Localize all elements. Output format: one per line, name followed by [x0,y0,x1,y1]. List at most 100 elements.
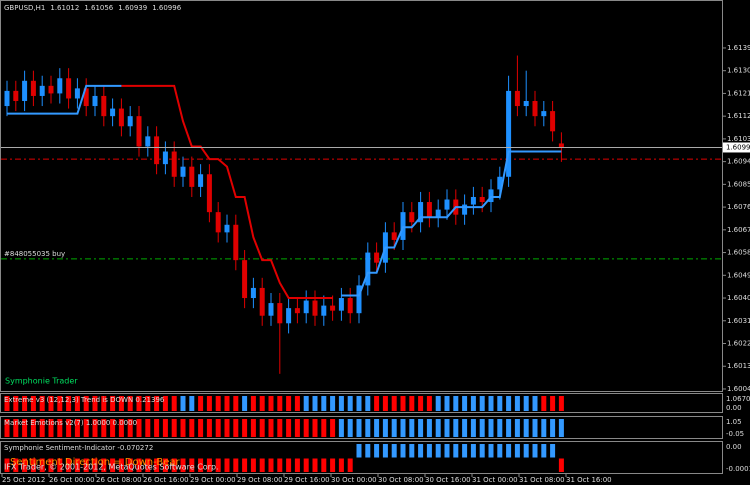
indicator-bar [488,444,494,458]
indicator-bar [523,419,529,437]
indicator-bar [400,444,406,458]
indicator-bar [189,396,195,411]
indicator-bar [110,419,116,437]
indicator-bar [277,396,283,411]
indicator-bar [198,419,204,437]
indicator-bar [215,396,221,411]
indicator-bar [4,396,10,411]
panel-axis-label: 1.06708 [726,395,750,403]
indicator-bar [558,419,564,437]
panel-title: Market Emotions v2(7) 1.0000 0.0000 [4,419,137,427]
candle-body [532,101,538,117]
indicator-bar [321,396,327,411]
indicator-bar [382,396,388,411]
indicator-bar [409,444,415,458]
candle-body [83,88,89,107]
indicator-bar [435,396,441,411]
indicator-bar [145,396,151,411]
y-tick-label: 1.60310 [727,317,750,325]
indicator-bar [39,419,45,437]
indicator-bar [22,419,28,437]
indicator-bar [356,444,362,458]
indicator-bar [400,396,406,411]
candle-body [13,90,19,101]
indicator-bar [286,458,292,472]
indicator-bar [391,444,397,458]
indicator-bar [48,458,54,472]
indicator-bar [435,419,441,437]
candle-body [312,300,318,316]
candle-body [514,90,520,107]
indicator-bar [558,458,564,472]
indicator-bar [330,458,336,472]
indicator-bar [374,419,380,437]
indicator-bar [39,396,45,411]
indicator-bar [479,444,485,458]
header-value: GBPUSD,H1 [4,4,45,12]
indicator-bar [259,458,265,472]
candle-body [479,196,485,203]
trend-line [7,84,562,297]
indicator-bar [418,444,424,458]
candle-body [356,285,362,314]
candle-body [189,166,195,187]
candle-body [365,252,371,286]
indicator-bar [550,396,556,411]
indicator-bar [171,458,177,472]
candle-body [338,298,344,311]
candle-body [171,151,177,177]
panel-axis-label: 1.05 [726,418,742,426]
indicator-bar [206,396,212,411]
indicator-bar [506,444,512,458]
indicator-bar [294,458,300,472]
indicator-bar [233,419,239,437]
indicator-bar [268,419,274,437]
candle-body [497,176,503,190]
indicator-bar [479,396,485,411]
indicator-bar [356,396,362,411]
indicator-bar [400,419,406,437]
indicator-bar [22,396,28,411]
indicator-bar [145,419,151,437]
indicator-bar [277,458,283,472]
candle-body [558,143,564,148]
annotation: IFX Trader, © 2001-2012, MetaQuotes Soft… [4,463,219,472]
indicator-bar [206,419,212,437]
indicator-bar [462,396,468,411]
y-tick-label: 1.61030 [727,135,750,143]
x-tick-label: 29 Oct 00:00 [190,476,236,484]
indicator-bar [224,458,230,472]
trend-line [121,84,333,300]
indicator-bar [409,419,415,437]
indicator-bar [4,419,10,437]
indicator-bar [418,419,424,437]
indicator-bar [92,396,98,411]
x-tick-label: 26 Oct 08:00 [96,476,142,484]
indicator-bar [303,396,309,411]
indicator-bar [523,396,529,411]
y-tick-label: 1.61300 [727,67,750,75]
candle-body [541,111,547,117]
indicator-bar [189,419,195,437]
indicator-bar [391,419,397,437]
indicator-bar [444,396,450,411]
y-tick-label: 1.60490 [727,271,750,279]
indicator-bar [356,419,362,437]
candle-body [400,212,406,240]
indicator-bar [30,396,36,411]
panel-axis-label: 0.00 [726,443,742,451]
indicator-bar [374,396,380,411]
y-tick-label: 1.60040 [727,385,750,393]
candle-body [488,189,494,203]
candle-body [4,90,10,107]
indicator-bar [294,396,300,411]
indicator-bar [57,419,63,437]
indicator-bar [514,419,520,437]
x-tick-label: 31 Oct 08:00 [519,476,565,484]
y-tick-label: 1.60580 [727,249,750,257]
indicator-bar [312,419,318,437]
indicator-bar [110,458,116,472]
indicator-bar [444,444,450,458]
indicator-bar [154,458,160,472]
